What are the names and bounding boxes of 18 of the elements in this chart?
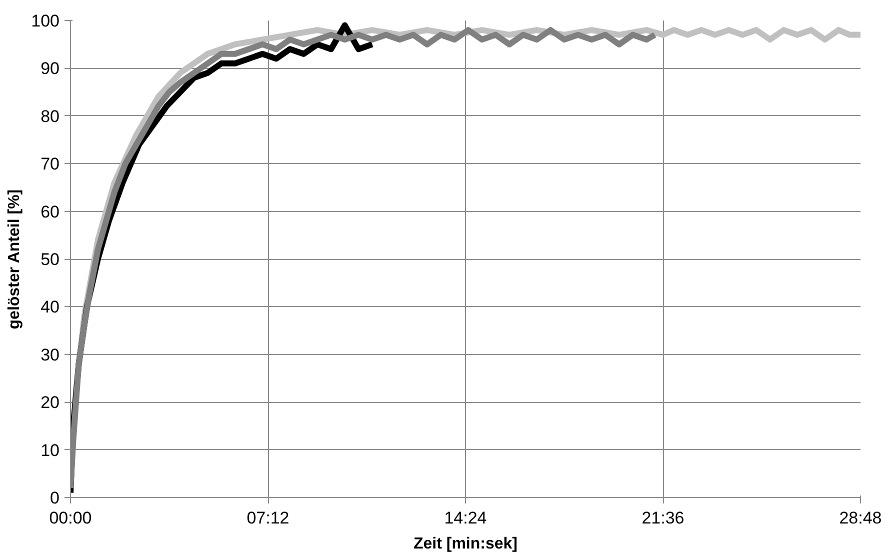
y-tick-label: 70: [40, 154, 60, 174]
y-axis-title: gelöster Anteil [%]: [6, 189, 24, 330]
y-tick-label: 90: [40, 59, 60, 78]
y-tick-label: 50: [40, 250, 60, 269]
y-tick-label: 30: [40, 345, 60, 364]
y-tick-label: 60: [40, 202, 60, 222]
y-tick-label: 80: [40, 106, 60, 126]
y-tick-label: 40: [40, 298, 60, 317]
x-tick-label: 00:00: [49, 508, 92, 528]
x-tick-label: 14:24: [444, 508, 487, 528]
y-tick-label: 10: [40, 440, 60, 460]
x-axis-title: Zeit [min:sek]: [413, 536, 518, 552]
y-tick-label: 0: [50, 488, 60, 508]
x-tick-label: 28:48: [839, 508, 882, 528]
y-tick-label: 20: [40, 393, 60, 412]
x-tick-label: 21:36: [642, 508, 684, 528]
x-tick-label: 07:12: [246, 508, 290, 528]
y-tick-label: 100: [31, 12, 60, 30]
